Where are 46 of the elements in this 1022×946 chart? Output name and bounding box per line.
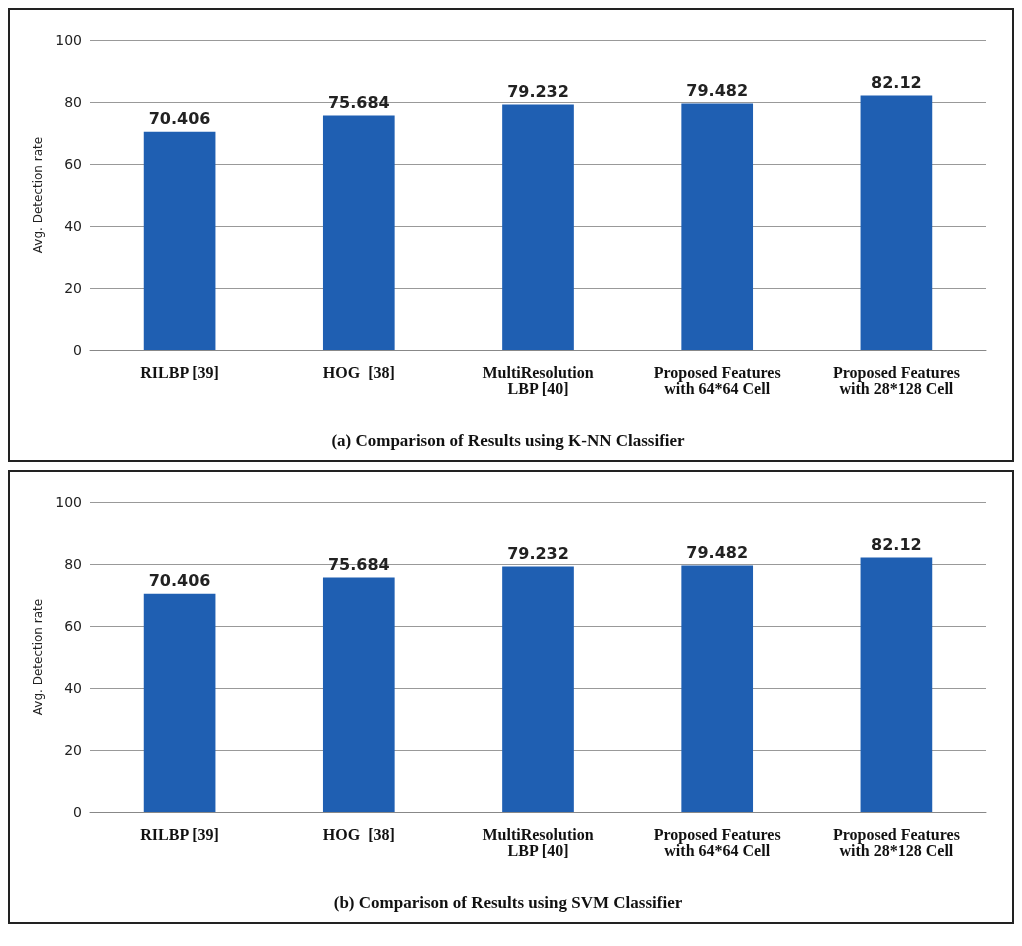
data-label: 70.406 [148,109,211,129]
x-tick-label: Proposed Features with 64*64 Cell [653,825,781,859]
bar [860,95,933,350]
x-tick-label: HOG [38] [322,363,395,381]
bar [860,557,933,812]
data-label: 75.684 [327,92,390,112]
text: (a) Comparison of Results using K-NN Classifier [331,431,686,450]
x-tick-label: Proposed Features with 28*128 Cell [832,363,960,397]
data-label: 79.232 [507,81,569,101]
y-tick-label: 40 [64,218,82,234]
bar [322,115,395,350]
y-tick-label: 100 [55,494,82,510]
bar [143,593,216,812]
y-tick-label: 80 [64,556,82,572]
y-axis-title: Avg. Detection rate [31,136,46,254]
data-label: 70.406 [148,571,211,591]
y-tick-label: 40 [64,680,82,696]
y-tick-label: 60 [64,156,82,172]
x-tick-label: Proposed Features with 64*64 Cell [653,363,781,397]
bar [322,577,395,812]
y-tick-label: 80 [64,94,82,110]
x-tick-label: RILBP [39] [140,825,219,843]
y-tick-label: 0 [73,804,82,820]
y-tick-label: 0 [73,342,82,358]
x-tick-label: Proposed Features with 28*128 Cell [832,825,960,859]
bar [681,565,754,812]
bar [502,566,574,812]
data-label: 79.482 [686,543,749,563]
y-axis-title: Avg. Detection rate [31,598,46,716]
bar [143,131,216,350]
data-label: 82.12 [871,534,922,554]
x-tick-label: HOG [38] [322,825,395,843]
x-tick-label: MultiResolution LBP [40] [482,363,594,397]
data-label: 75.684 [327,554,390,574]
y-tick-label: 100 [55,32,82,48]
y-tick-label: 20 [64,280,82,296]
x-tick-label: MultiResolution LBP [40] [482,825,594,859]
y-tick-label: 60 [64,618,82,634]
data-label: 79.232 [507,543,569,563]
x-tick-label: RILBP [39] [140,363,219,381]
y-tick-label: 20 [64,742,82,758]
bar [502,104,574,350]
data-label: 82.12 [871,72,922,92]
data-label: 79.482 [686,81,749,101]
text: (b) Comparison of Results using SVM Classifier [333,893,683,912]
bar [681,103,754,350]
